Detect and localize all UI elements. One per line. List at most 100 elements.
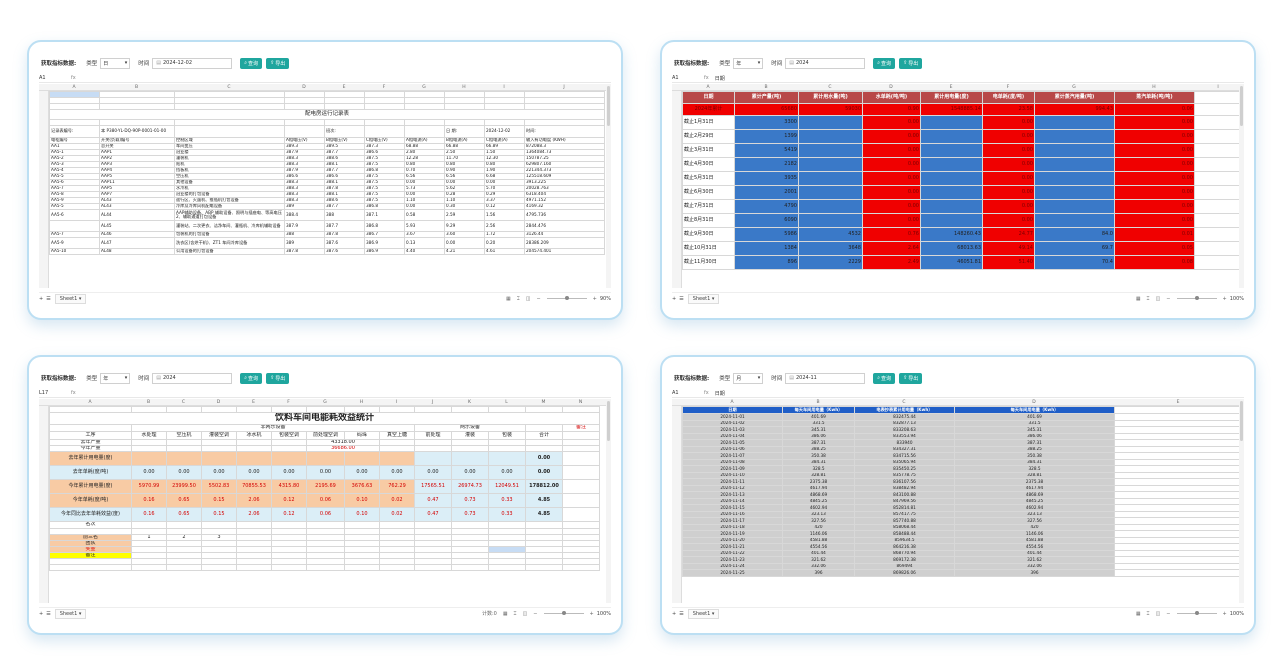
column-title[interactable]: 每天车间用电量（Kwh）	[954, 406, 1115, 414]
data-cell[interactable]: 2024-11-25	[682, 569, 783, 577]
column-title[interactable]: 包装	[488, 430, 526, 440]
data-cell[interactable]: 1.56	[484, 209, 525, 221]
data-cell[interactable]: 0.20	[484, 237, 525, 249]
cell[interactable]	[344, 563, 380, 571]
column-header[interactable]: H	[359, 400, 364, 405]
cell[interactable]	[1194, 91, 1243, 104]
column-header[interactable]: D	[889, 85, 893, 90]
data-cell[interactable]: 截止8月31日	[682, 213, 735, 228]
total-cell[interactable]: 0.90	[862, 103, 921, 116]
data-cell[interactable]: 4315.80	[271, 478, 307, 494]
data-cell[interactable]: AA5-10	[49, 248, 100, 255]
data-cell[interactable]: 2.56	[484, 220, 525, 232]
column-title[interactable]: 空压机	[166, 430, 202, 440]
data-cell[interactable]	[1034, 185, 1115, 200]
data-cell[interactable]	[131, 450, 167, 466]
cell[interactable]	[562, 464, 600, 480]
cell[interactable]	[404, 125, 445, 138]
data-cell[interactable]: 896	[734, 255, 799, 270]
column-header[interactable]: E	[949, 85, 953, 90]
data-cell[interactable]: 0.00	[862, 199, 921, 214]
data-cell[interactable]	[798, 115, 863, 130]
column-header[interactable]: C	[181, 400, 186, 405]
column-header[interactable]: A	[72, 85, 76, 90]
data-cell[interactable]	[798, 143, 863, 158]
data-cell[interactable]: 9.29	[444, 220, 485, 232]
total-cell[interactable]: 1548885.14	[920, 103, 983, 116]
data-cell[interactable]: 0.10	[344, 492, 380, 508]
column-header[interactable]: H	[462, 85, 466, 90]
cell[interactable]	[49, 423, 132, 432]
date-picker[interactable]: ▤ 2024-11	[785, 372, 866, 384]
cell[interactable]	[1194, 129, 1243, 144]
sheet-list-icon[interactable]: ☰	[679, 295, 684, 302]
column-header[interactable]: A	[88, 400, 92, 405]
column-header[interactable]: F	[1006, 85, 1010, 90]
column-header[interactable]: I	[1217, 85, 1219, 90]
data-cell[interactable]	[920, 171, 983, 186]
group-header[interactable]: 非网乐设备	[131, 423, 415, 432]
data-cell[interactable]: 0.00	[982, 171, 1035, 186]
cell[interactable]	[131, 520, 167, 529]
normal-view-icon[interactable]: ▦	[1135, 610, 1141, 617]
column-header[interactable]: F	[382, 85, 386, 90]
zoom-out-icon[interactable]: −	[1166, 295, 1171, 302]
column-header[interactable]: C	[828, 85, 832, 90]
data-cell[interactable]: 2.06	[236, 492, 272, 508]
date-picker[interactable]: ▤ 2024	[152, 372, 233, 384]
data-cell[interactable]	[920, 129, 983, 144]
sheet-list-icon[interactable]: ☰	[46, 295, 51, 302]
data-cell[interactable]: 0.33	[488, 492, 526, 508]
cell[interactable]	[271, 520, 307, 529]
data-cell[interactable]: 2844.476	[524, 220, 605, 232]
data-cell[interactable]: 0.65	[166, 506, 202, 522]
data-cell[interactable]: 5.93	[404, 220, 445, 232]
row-label[interactable]: 今年累计用电量(度)	[49, 478, 132, 494]
data-cell[interactable]: AA5-9	[49, 237, 100, 249]
data-cell[interactable]: AAP辅助设备、ABP 辅助设备、照明与插座电、等高电压2、辅助通道打包设备	[174, 209, 285, 221]
sheet-list-icon[interactable]: ☰	[679, 610, 684, 617]
column-title[interactable]: 包装空调	[271, 430, 307, 440]
data-cell[interactable]: 0.00	[488, 464, 526, 480]
data-cell[interactable]: 0.02	[379, 506, 415, 522]
cell[interactable]	[236, 563, 272, 571]
data-cell[interactable]: 0.00	[1114, 199, 1195, 214]
data-cell[interactable]: 截止11月30日	[682, 255, 735, 270]
data-cell[interactable]: 0.06	[306, 492, 345, 508]
rank-label[interactable]: 名次	[49, 520, 132, 529]
zoom-slider[interactable]	[1176, 296, 1217, 300]
data-cell[interactable]: 截止3月31日	[682, 143, 735, 158]
column-title[interactable]: 码垛	[344, 430, 380, 440]
data-cell[interactable]: 0.73	[451, 492, 489, 508]
data-cell[interactable]: 869826.06	[854, 569, 955, 577]
cell-reference[interactable]: A1	[672, 75, 679, 81]
column-header[interactable]: J	[431, 400, 434, 405]
column-title[interactable]: 蒸汽单耗(吨/吨)	[1114, 91, 1195, 104]
data-cell[interactable]	[306, 450, 345, 466]
data-cell[interactable]	[1034, 157, 1115, 172]
cell[interactable]	[1194, 171, 1243, 186]
column-header[interactable]: C	[227, 85, 231, 90]
data-cell[interactable]: 0.00	[1114, 157, 1195, 172]
sheet-grid[interactable]: 日期 每天车间用电量（Kwh） 电表抄表累计用电量（Kwh） 每天车间用电量（Kwh）…	[682, 406, 1244, 603]
data-cell[interactable]: AA5-6	[49, 209, 100, 221]
vertical-scrollbar[interactable]	[1239, 399, 1244, 603]
column-title[interactable]: 冰水机	[236, 430, 272, 440]
cell[interactable]	[364, 125, 405, 138]
cell[interactable]	[1194, 241, 1243, 256]
column-header[interactable]: D	[216, 400, 221, 405]
column-header[interactable]: L	[505, 400, 508, 405]
query-button[interactable]: ⌕ 查询	[240, 372, 263, 384]
label[interactable]: 记录表编号:	[49, 125, 100, 138]
data-cell[interactable]	[920, 143, 983, 158]
data-cell[interactable]: 截止9月30日	[682, 227, 735, 242]
cell[interactable]	[306, 520, 345, 529]
type-select[interactable]: 日 ▾	[100, 57, 131, 69]
data-cell[interactable]: 148260.43	[920, 227, 983, 242]
data-cell[interactable]: 截止7月31日	[682, 199, 735, 214]
data-cell[interactable]: 0.01	[1114, 227, 1195, 242]
data-cell[interactable]: 387.6	[324, 248, 365, 255]
data-cell[interactable]	[451, 450, 489, 466]
